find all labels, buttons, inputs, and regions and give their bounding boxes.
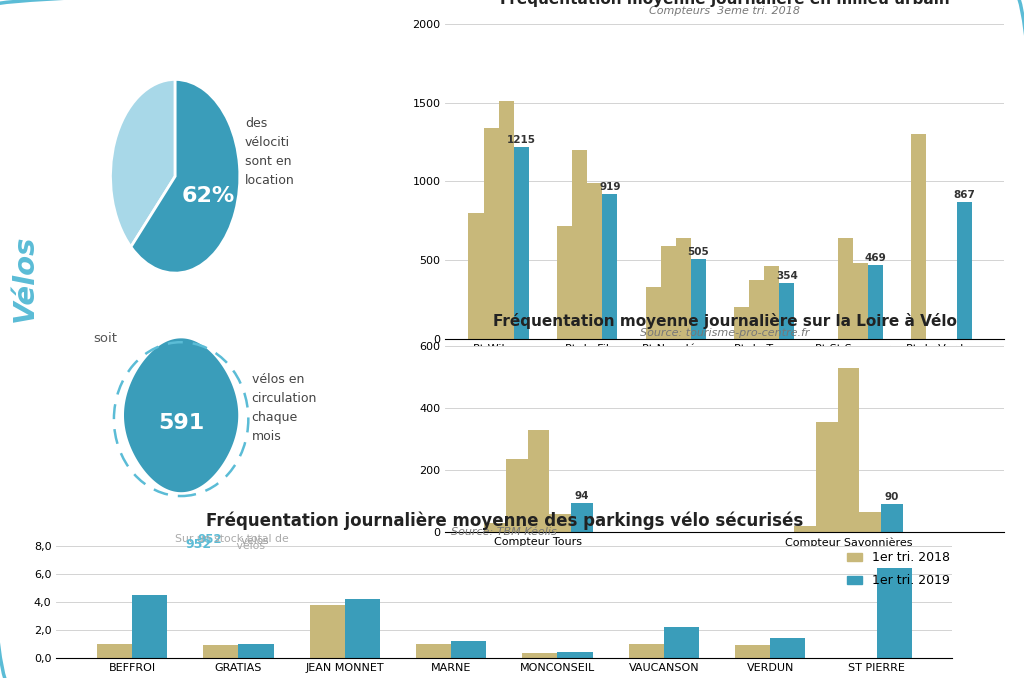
Text: Vélos: Vélos: [10, 234, 39, 322]
Bar: [204, 645, 239, 658]
Bar: [572, 150, 587, 339]
Text: 90: 90: [885, 492, 899, 502]
Bar: [691, 260, 706, 339]
Text: 354: 354: [776, 271, 798, 281]
Bar: [853, 263, 868, 339]
Bar: [734, 308, 750, 339]
Text: 1215: 1215: [507, 135, 536, 145]
Bar: [764, 266, 779, 339]
Bar: [859, 512, 881, 532]
Text: Compteurs  3eme tri. 2018: Compteurs 3eme tri. 2018: [649, 6, 800, 16]
Legend: 4ème tri. 2018, trimestres  précédents: 4ème tri. 2018, trimestres précédents: [452, 412, 754, 434]
Bar: [468, 213, 483, 339]
Text: Sur un stock total de: Sur un stock total de: [174, 534, 289, 544]
Bar: [506, 459, 527, 532]
Text: 505: 505: [687, 247, 710, 257]
Text: 867: 867: [953, 190, 975, 200]
Bar: [881, 504, 903, 532]
Bar: [779, 283, 795, 339]
Bar: [676, 238, 691, 339]
Wedge shape: [111, 79, 175, 247]
Bar: [646, 287, 660, 339]
Bar: [522, 654, 557, 658]
Bar: [345, 599, 380, 658]
Bar: [816, 422, 838, 532]
Bar: [527, 430, 549, 532]
Text: vélos: vélos: [233, 540, 265, 551]
Bar: [484, 523, 506, 532]
Bar: [750, 280, 764, 339]
Bar: [629, 643, 664, 658]
Text: des
vélociti
sont en
location: des vélociti sont en location: [245, 117, 295, 187]
Text: 952: 952: [185, 538, 212, 551]
Bar: [514, 148, 528, 339]
Bar: [770, 638, 805, 658]
Text: 62%: 62%: [181, 186, 234, 206]
Bar: [549, 514, 571, 532]
Text: vélos: vélos: [238, 524, 268, 546]
Text: 469: 469: [864, 253, 887, 262]
Text: Source: tourisme-pro-centre.fr: Source: tourisme-pro-centre.fr: [640, 328, 809, 338]
Bar: [587, 183, 602, 339]
Bar: [877, 568, 911, 658]
Bar: [571, 503, 593, 532]
Bar: [868, 265, 883, 339]
Text: soit: soit: [94, 332, 118, 345]
Legend: 1er tri. 2018, 1er tri. 2019: 1er tri. 2018, 1er tri. 2019: [842, 546, 955, 593]
Text: 591: 591: [158, 413, 204, 433]
Bar: [956, 202, 972, 339]
Text: vélos en
circulation
chaque
mois: vélos en circulation chaque mois: [252, 373, 317, 443]
Bar: [838, 238, 853, 339]
Bar: [416, 643, 452, 658]
Text: 919: 919: [599, 182, 621, 192]
Bar: [602, 194, 617, 339]
Text: Source: TBM Kéolis: Source: TBM Kéolis: [452, 527, 557, 537]
Bar: [499, 101, 514, 339]
Bar: [132, 595, 167, 658]
Bar: [660, 246, 676, 339]
Polygon shape: [124, 338, 239, 492]
Bar: [838, 367, 859, 532]
Text: 94: 94: [574, 491, 589, 500]
Bar: [911, 134, 927, 339]
Bar: [557, 226, 572, 339]
Title: Fréquentation journalière moyenne des parkings vélo sécurisés: Fréquentation journalière moyenne des pa…: [206, 512, 803, 530]
Bar: [795, 526, 816, 532]
Text: 952: 952: [198, 518, 222, 546]
Title: Fréquentation moyenne journalière sur la Loire à Vélo: Fréquentation moyenne journalière sur la…: [493, 313, 956, 330]
Bar: [97, 643, 132, 658]
Bar: [483, 127, 499, 339]
Bar: [239, 643, 273, 658]
Bar: [664, 627, 699, 658]
Bar: [309, 605, 345, 658]
Wedge shape: [131, 79, 240, 273]
Bar: [557, 652, 593, 658]
Title: Fréquentation moyenne journalière en milieu urbain: Fréquentation moyenne journalière en mil…: [500, 0, 949, 7]
Bar: [452, 641, 486, 658]
Bar: [735, 645, 770, 658]
